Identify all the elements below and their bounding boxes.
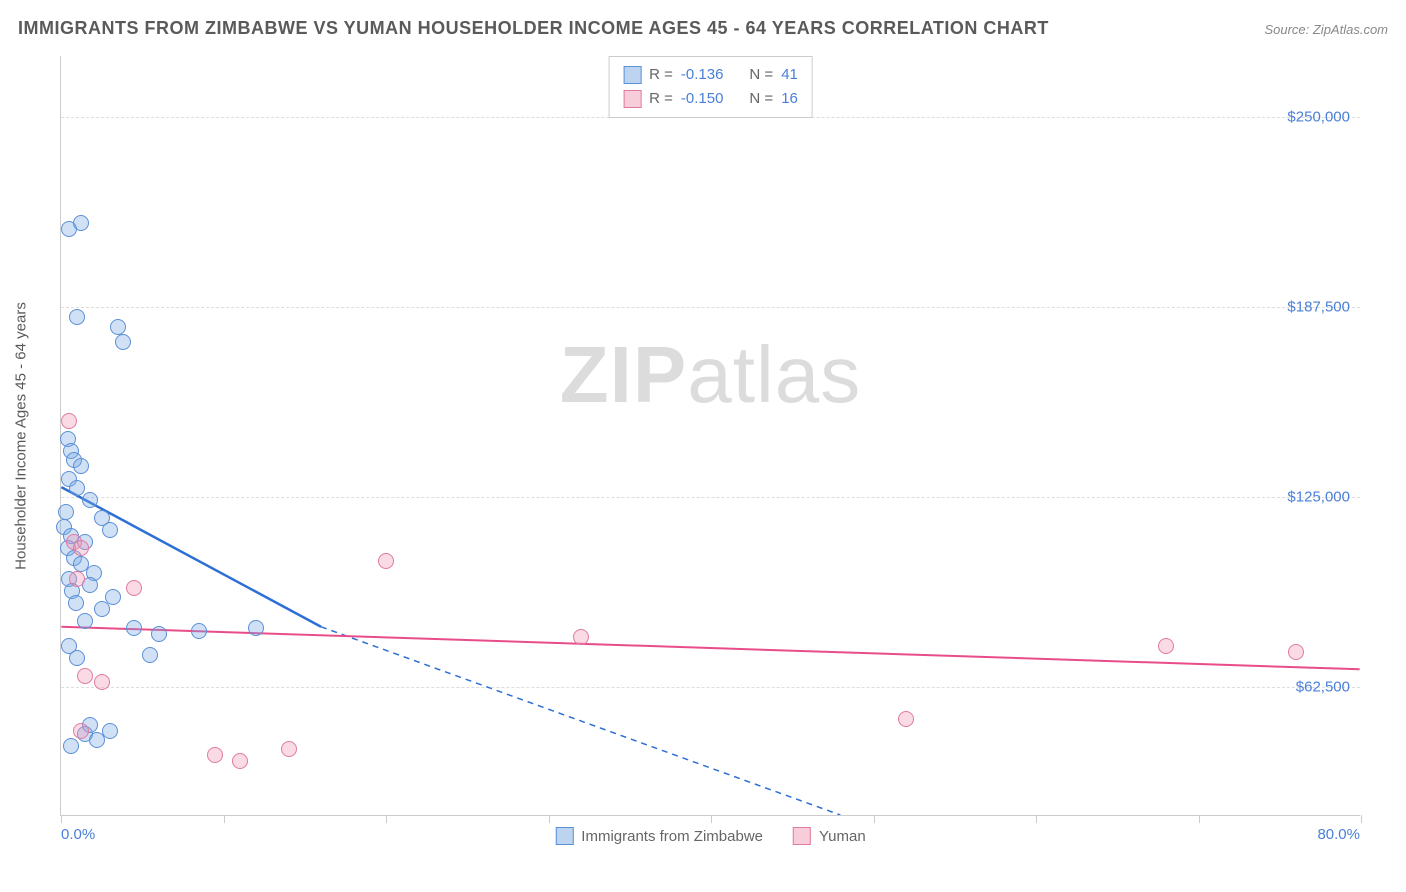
scatter-chart: Householder Income Ages 45 - 64 years $6… xyxy=(60,56,1360,816)
data-point xyxy=(58,504,74,520)
data-point xyxy=(68,595,84,611)
stats-row-zimbabwe: R = -0.136 N = 41 xyxy=(623,63,798,87)
data-point xyxy=(73,215,89,231)
watermark-text: ZIPatlas xyxy=(560,329,861,421)
data-point xyxy=(77,668,93,684)
data-point xyxy=(1288,644,1304,660)
data-point xyxy=(1158,638,1174,654)
legend-label-zimbabwe: Immigrants from Zimbabwe xyxy=(581,828,763,845)
data-point xyxy=(94,601,110,617)
swatch-yuman xyxy=(623,90,641,108)
data-point xyxy=(69,480,85,496)
n-label: N = xyxy=(749,63,773,87)
data-point xyxy=(69,650,85,666)
data-point xyxy=(82,492,98,508)
x-axis-max-label: 80.0% xyxy=(1317,826,1360,843)
series-legend: Immigrants from Zimbabwe Yuman xyxy=(555,827,865,845)
data-point xyxy=(105,589,121,605)
y-tick-label: $250,000 xyxy=(1287,108,1350,125)
y-axis-label: Householder Income Ages 45 - 64 years xyxy=(13,302,30,570)
data-point xyxy=(115,334,131,350)
stats-row-yuman: R = -0.150 N = 16 xyxy=(623,87,798,111)
chart-title: IMMIGRANTS FROM ZIMBABWE VS YUMAN HOUSEH… xyxy=(18,18,1049,39)
data-point xyxy=(151,626,167,642)
legend-swatch-yuman xyxy=(793,827,811,845)
swatch-zimbabwe xyxy=(623,66,641,84)
data-point xyxy=(73,540,89,556)
data-point xyxy=(232,753,248,769)
data-point xyxy=(69,571,85,587)
data-point xyxy=(281,741,297,757)
data-point xyxy=(573,629,589,645)
data-point xyxy=(102,723,118,739)
data-point xyxy=(126,580,142,596)
data-point xyxy=(102,522,118,538)
data-point xyxy=(248,620,264,636)
data-point xyxy=(69,309,85,325)
data-point xyxy=(61,413,77,429)
data-point xyxy=(191,623,207,639)
n-value-zimbabwe: 41 xyxy=(781,63,798,87)
legend-swatch-zimbabwe xyxy=(555,827,573,845)
legend-item-yuman: Yuman xyxy=(793,827,866,845)
y-tick-label: $125,000 xyxy=(1287,488,1350,505)
data-point xyxy=(207,747,223,763)
data-point xyxy=(142,647,158,663)
data-point xyxy=(126,620,142,636)
data-point xyxy=(63,738,79,754)
data-point xyxy=(898,711,914,727)
data-point xyxy=(378,553,394,569)
data-point xyxy=(110,319,126,335)
r-label: R = xyxy=(649,87,673,111)
r-label: R = xyxy=(649,63,673,87)
data-point xyxy=(73,723,89,739)
source-attribution: Source: ZipAtlas.com xyxy=(1264,22,1388,37)
legend-label-yuman: Yuman xyxy=(819,828,866,845)
r-value-zimbabwe: -0.136 xyxy=(681,63,724,87)
n-value-yuman: 16 xyxy=(781,87,798,111)
y-tick-label: $62,500 xyxy=(1296,678,1350,695)
r-value-yuman: -0.150 xyxy=(681,87,724,111)
data-point xyxy=(73,458,89,474)
x-axis-min-label: 0.0% xyxy=(61,826,95,843)
y-tick-label: $187,500 xyxy=(1287,298,1350,315)
legend-item-zimbabwe: Immigrants from Zimbabwe xyxy=(555,827,763,845)
n-label: N = xyxy=(749,87,773,111)
data-point xyxy=(94,674,110,690)
data-point xyxy=(77,613,93,629)
trend-lines xyxy=(61,56,1360,815)
correlation-stats-box: R = -0.136 N = 41 R = -0.150 N = 16 xyxy=(608,56,813,118)
